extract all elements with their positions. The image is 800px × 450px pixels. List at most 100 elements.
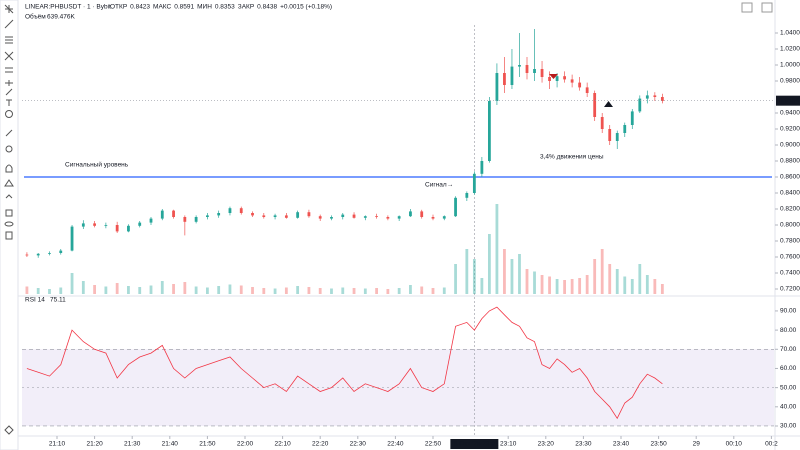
x-tick-label: 23:30 (575, 441, 592, 448)
ohlc-legend: 0.8423 (130, 4, 150, 11)
candle-body (623, 125, 627, 133)
annotation: Сигнальный уровень (65, 161, 129, 169)
candle-body (104, 225, 108, 226)
candle-body (555, 76, 559, 81)
y-tick-label: 0.8000 (780, 222, 800, 229)
candles (25, 29, 664, 294)
volume-bar (228, 284, 232, 294)
candle-body (518, 65, 521, 67)
candle-body (533, 69, 536, 73)
volume-bar (217, 286, 221, 294)
y-tick-label: 0.9200 (780, 126, 800, 133)
volume-bar (251, 287, 254, 294)
symbol: LINEAR:PHBUSDT · 1 · Bybit (25, 4, 111, 11)
rsi-tick-label: 40.00 (780, 404, 797, 411)
x-tick-label: 23:10 (500, 441, 517, 448)
y-tick-label: 0.8400 (780, 190, 800, 197)
candle-body (600, 117, 604, 129)
buy-marker (604, 101, 613, 107)
candle-body (194, 217, 198, 222)
last-price-label: 0.9554 (779, 97, 799, 104)
annotation: 3,4% движения цены (540, 154, 604, 161)
volume-value: 639.476K (47, 14, 75, 21)
ohlc-legend: +0.0015 (+0.18%) (280, 4, 332, 11)
candle-body (296, 212, 300, 218)
x-tick-label: 21:20 (86, 441, 103, 448)
rsi-label: RSI 14 (25, 297, 45, 304)
volume-bar (518, 254, 521, 294)
candle-body (93, 223, 96, 226)
y-tick-label: 0.8600 (780, 174, 800, 181)
x-tick-label: 00:10 (726, 441, 743, 448)
volume-bar (472, 259, 476, 294)
candle-body (454, 197, 457, 217)
candle-body (660, 97, 664, 101)
candle-body (330, 217, 333, 219)
candle-body (409, 211, 412, 217)
volume-bar (262, 288, 266, 294)
volume-bar (93, 285, 96, 294)
candle-body (431, 217, 435, 219)
candle-body (488, 101, 491, 161)
candle-body (615, 133, 619, 141)
ohlc-legend: МИН (197, 4, 212, 11)
volume-bar (645, 275, 649, 294)
volume-bar (104, 286, 108, 294)
candle-body (548, 77, 551, 81)
candle-body (352, 214, 356, 218)
candle-body (251, 213, 254, 216)
volume-bar (454, 264, 457, 294)
x-tick-label: 22:00 (237, 441, 254, 448)
volume-bar (578, 278, 582, 294)
volume-bar (375, 288, 378, 294)
candle-body (525, 65, 529, 73)
volume-bar (307, 287, 311, 294)
volume-bar (533, 271, 536, 294)
x-tick-label: 23:40 (613, 441, 630, 448)
toolbar-icons[interactable] (4, 4, 14, 435)
volume-bar (653, 279, 657, 294)
y-tick-label: 0.7600 (780, 254, 800, 261)
candle-body (375, 216, 378, 217)
candle-body (645, 95, 649, 99)
candle-body (420, 211, 424, 217)
candle-body (228, 208, 232, 213)
x-tick-label: 00:2 (765, 441, 778, 448)
volume-bar (409, 285, 412, 294)
volume-bar (548, 276, 551, 294)
candle-body (307, 212, 311, 217)
volume-bar (593, 259, 597, 294)
volume-bar (442, 287, 446, 294)
volume-bar (540, 275, 544, 294)
volume-bar (81, 281, 85, 294)
x-tick-label: 22:20 (312, 441, 329, 448)
candle-body (127, 225, 130, 232)
rsi-tick-label: 70.00 (780, 346, 797, 353)
volume-bar (206, 287, 209, 294)
candle-body (578, 82, 582, 88)
ohlc-legend: МАКС (153, 4, 171, 11)
volume-bar (341, 287, 345, 294)
candle-body (48, 253, 51, 254)
volume-bar (160, 281, 164, 294)
volume-bar (172, 284, 175, 294)
volume-bar (138, 287, 142, 294)
rsi-tick-label: 90.00 (780, 308, 797, 315)
volume-bar (59, 287, 63, 294)
volume-bar (630, 279, 634, 294)
rsi-value: 75.11 (50, 297, 66, 304)
volume-bar (525, 269, 529, 294)
volume-bar (239, 285, 243, 294)
top-right-controls[interactable] (741, 2, 773, 13)
volume-bar (183, 282, 187, 294)
candle-body (540, 69, 544, 77)
x-tick-label: 21:40 (162, 441, 179, 448)
volume-bar (420, 286, 424, 294)
volume-bar (363, 288, 367, 294)
rsi-tick-label: 30.00 (780, 423, 797, 430)
candle-body (239, 208, 243, 213)
candle-body (653, 95, 657, 97)
candle-body (138, 222, 142, 226)
candle-body (149, 218, 153, 223)
